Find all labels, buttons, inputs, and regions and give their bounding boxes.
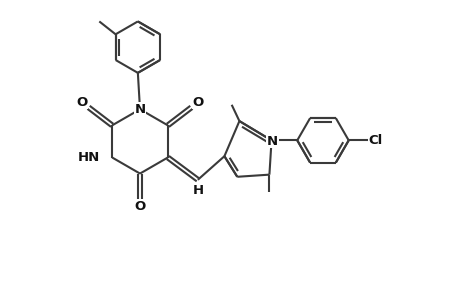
Text: O: O	[192, 96, 203, 109]
Text: H: H	[193, 184, 204, 197]
Text: N: N	[266, 135, 277, 148]
Text: Cl: Cl	[368, 134, 382, 147]
Text: HN: HN	[78, 151, 100, 164]
Text: O: O	[76, 96, 88, 109]
Text: O: O	[134, 200, 146, 214]
Text: N: N	[134, 103, 145, 116]
